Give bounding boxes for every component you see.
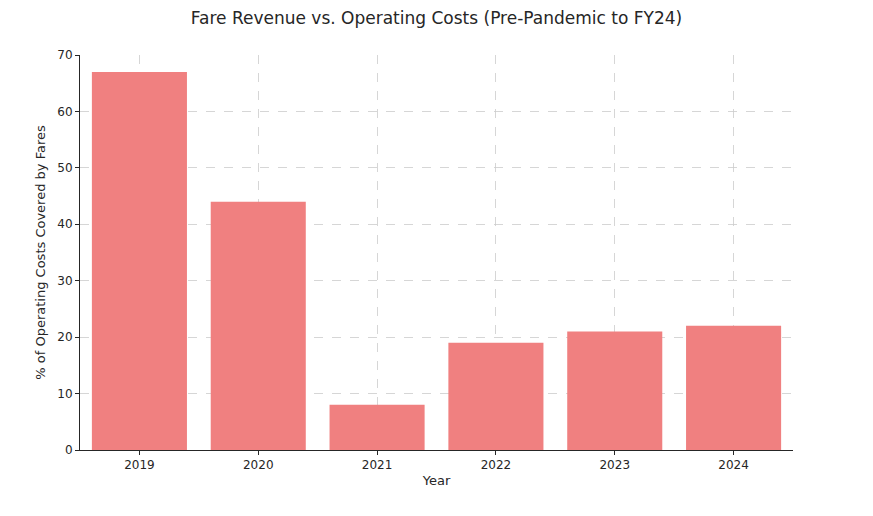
svg-text:60: 60: [57, 105, 72, 119]
svg-text:2022: 2022: [481, 458, 512, 472]
svg-text:Fare Revenue vs. Operating Cos: Fare Revenue vs. Operating Costs (Pre-Pa…: [191, 8, 682, 28]
svg-text:2024: 2024: [718, 458, 749, 472]
svg-text:50: 50: [57, 161, 72, 175]
svg-text:20: 20: [57, 330, 72, 344]
svg-text:2019: 2019: [124, 458, 155, 472]
svg-text:70: 70: [57, 48, 72, 62]
svg-text:30: 30: [57, 274, 72, 288]
svg-text:40: 40: [57, 217, 72, 231]
svg-text:Year: Year: [422, 473, 451, 488]
svg-text:2021: 2021: [362, 458, 393, 472]
svg-text:2023: 2023: [599, 458, 630, 472]
svg-text:10: 10: [57, 387, 72, 401]
svg-text:% of Operating Costs Covered b: % of Operating Costs Covered by Fares: [33, 125, 48, 380]
svg-text:2020: 2020: [243, 458, 274, 472]
svg-text:0: 0: [65, 443, 73, 457]
